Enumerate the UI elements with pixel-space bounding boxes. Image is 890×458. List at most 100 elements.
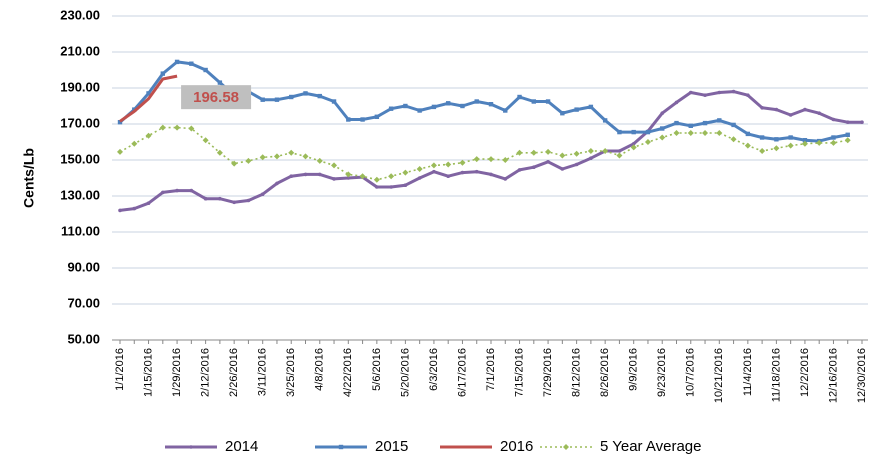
marker [631, 129, 636, 135]
marker [359, 173, 366, 180]
line [119, 126, 848, 181]
marker [587, 148, 594, 154]
marker [131, 140, 138, 147]
x-tick-label: 3/11/2016 [257, 348, 269, 396]
marker [617, 149, 622, 153]
marker [517, 168, 522, 172]
marker [559, 152, 566, 159]
marker [132, 206, 137, 211]
x-tick-label: 8/26/2016 [599, 348, 611, 397]
marker [289, 94, 294, 100]
x-tick-label: 1/29/2016 [171, 348, 183, 397]
y-tick-label: 170.00 [60, 115, 100, 130]
x-tick-label: 7/29/2016 [542, 348, 554, 397]
marker [845, 120, 850, 124]
marker [403, 103, 408, 109]
y-tick-label: 210.00 [60, 43, 100, 58]
marker [317, 93, 322, 99]
marker [574, 107, 579, 112]
marker [417, 176, 422, 180]
marker [816, 139, 823, 146]
y-tick-label: 110.00 [61, 223, 100, 238]
marker [860, 120, 864, 124]
x-tick-label: 4/8/2016 [314, 348, 326, 391]
marker [375, 185, 379, 189]
legend-label: 5 Year Average [600, 438, 701, 455]
x-tick-label: 10/21/2016 [713, 348, 725, 403]
marker [759, 148, 766, 154]
marker [459, 159, 466, 166]
x-tick-label: 1/15/2016 [142, 348, 154, 397]
marker [674, 100, 679, 105]
series [117, 124, 851, 183]
marker [845, 132, 850, 137]
marker [645, 129, 651, 135]
marker [673, 130, 680, 136]
marker [560, 111, 565, 116]
marker [530, 149, 537, 156]
marker [275, 181, 279, 186]
marker [532, 165, 536, 169]
marker [503, 108, 508, 113]
x-tick-label: 3/25/2016 [285, 348, 297, 397]
y-tick-label: 50.00 [67, 331, 100, 346]
marker [787, 142, 794, 149]
marker [688, 123, 693, 128]
marker [388, 106, 394, 111]
x-tick-label: 1/1/2016 [114, 348, 126, 391]
marker [346, 117, 351, 122]
marker [373, 176, 380, 183]
marker [730, 136, 737, 143]
marker [489, 172, 493, 177]
x-tick-label: 5/6/2016 [371, 348, 383, 391]
marker [516, 149, 523, 156]
marker [588, 104, 594, 110]
marker [259, 154, 266, 161]
marker [332, 177, 336, 181]
line [119, 90, 862, 212]
marker [260, 97, 265, 102]
x-tick-label: 12/30/2016 [856, 348, 868, 403]
marker [445, 161, 452, 168]
x-tick-label: 7/1/2016 [485, 348, 497, 391]
marker [331, 99, 337, 104]
marker [774, 137, 779, 142]
marker [546, 160, 550, 164]
marker [517, 94, 522, 100]
marker [402, 169, 409, 176]
marker [744, 142, 751, 149]
marker [788, 135, 793, 140]
x-tick-label: 11/18/2016 [770, 348, 782, 402]
marker [745, 131, 751, 137]
marker [731, 122, 736, 128]
x-tick-label: 12/16/2016 [827, 348, 839, 403]
marker [216, 149, 223, 156]
marker [659, 134, 666, 141]
marker [431, 104, 437, 110]
x-tick-label: 11/4/2016 [742, 348, 754, 396]
marker [488, 102, 494, 107]
marker [660, 111, 665, 115]
marker [360, 117, 365, 122]
marker [203, 196, 208, 201]
marker [189, 188, 194, 193]
x-tick-label: 2/26/2016 [228, 348, 240, 397]
marker [774, 107, 779, 112]
marker [717, 118, 722, 123]
marker [801, 140, 808, 147]
marker [232, 200, 236, 205]
y-tick-label: 190.00 [60, 79, 100, 94]
marker [231, 160, 238, 167]
marker [160, 71, 166, 76]
marker [803, 107, 807, 112]
marker [831, 117, 836, 122]
marker [474, 169, 479, 174]
marker [316, 157, 323, 164]
marker [630, 144, 637, 151]
marker [175, 188, 179, 193]
data-label: 196.58 [193, 89, 239, 106]
marker [161, 190, 165, 195]
y-axis-label: Cents/Lb [21, 148, 37, 208]
marker [345, 171, 352, 178]
